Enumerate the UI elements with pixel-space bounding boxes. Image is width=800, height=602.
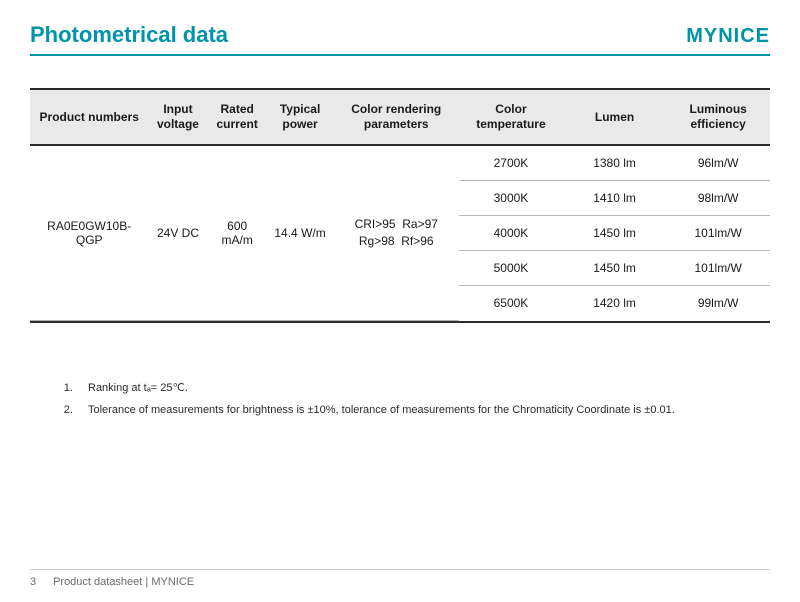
crp-line1: CRI>95 Ra>97	[355, 217, 438, 231]
footnote-2: Tolerance of measurements for brightness…	[76, 404, 770, 416]
cell-ct: 4000K	[459, 216, 563, 251]
col-color-rendering: Color rendering parameters	[333, 90, 459, 145]
cell-lumen: 1420 lm	[563, 286, 667, 321]
page-footer: 3 Product datasheet | MYNICE	[30, 569, 770, 588]
table-row: RA0E0GW10B-QGP 24V DC 600 mA/m 14.4 W/m …	[30, 145, 770, 181]
table-header: Product numbers Input voltage Rated curr…	[30, 90, 770, 145]
page-number: 3	[30, 576, 50, 588]
cell-ct: 3000K	[459, 181, 563, 216]
footnote-1: Ranking at tₐ= 25℃.	[76, 381, 770, 394]
cell-crp: CRI>95 Ra>97 Rg>98 Rf>96	[333, 145, 459, 320]
table-body: RA0E0GW10B-QGP 24V DC 600 mA/m 14.4 W/m …	[30, 145, 770, 320]
footnotes: Ranking at tₐ= 25℃. Tolerance of measure…	[30, 381, 770, 416]
page-title: Photometrical data	[30, 22, 228, 48]
cell-product-number: RA0E0GW10B-QGP	[30, 145, 148, 320]
cell-eff: 98lm/W	[666, 181, 770, 216]
header-rule	[30, 54, 770, 56]
photometric-table: Product numbers Input voltage Rated curr…	[30, 88, 770, 323]
cell-rated-current: 600 mA/m	[208, 145, 267, 320]
cell-lumen: 1380 lm	[563, 145, 667, 181]
cell-eff: 99lm/W	[666, 286, 770, 321]
cell-eff: 101lm/W	[666, 251, 770, 286]
cell-typical-power: 14.4 W/m	[267, 145, 334, 320]
col-input-voltage: Input voltage	[148, 90, 207, 145]
cell-ct: 5000K	[459, 251, 563, 286]
col-typical-power: Typical power	[267, 90, 334, 145]
cell-ct: 2700K	[459, 145, 563, 181]
page-header: Photometrical data MYNICE	[30, 22, 770, 48]
crp-line2: Rg>98 Rf>96	[359, 234, 434, 248]
brand-logo: MYNICE	[686, 25, 770, 48]
cell-lumen: 1450 lm	[563, 251, 667, 286]
cell-ct: 6500K	[459, 286, 563, 321]
cell-lumen: 1410 lm	[563, 181, 667, 216]
footer-text: Product datasheet | MYNICE	[53, 576, 194, 588]
table-bottom-rule	[30, 321, 770, 323]
col-lumen: Lumen	[563, 90, 667, 145]
col-luminous-efficiency: Luminous efficiency	[666, 90, 770, 145]
col-rated-current: Rated current	[208, 90, 267, 145]
col-color-temperature: Color temperature	[459, 90, 563, 145]
datasheet-page: Photometrical data MYNICE Product number…	[0, 0, 800, 602]
cell-lumen: 1450 lm	[563, 216, 667, 251]
col-product-numbers: Product numbers	[30, 90, 148, 145]
cell-input-voltage: 24V DC	[148, 145, 207, 320]
cell-eff: 101lm/W	[666, 216, 770, 251]
cell-eff: 96lm/W	[666, 145, 770, 181]
